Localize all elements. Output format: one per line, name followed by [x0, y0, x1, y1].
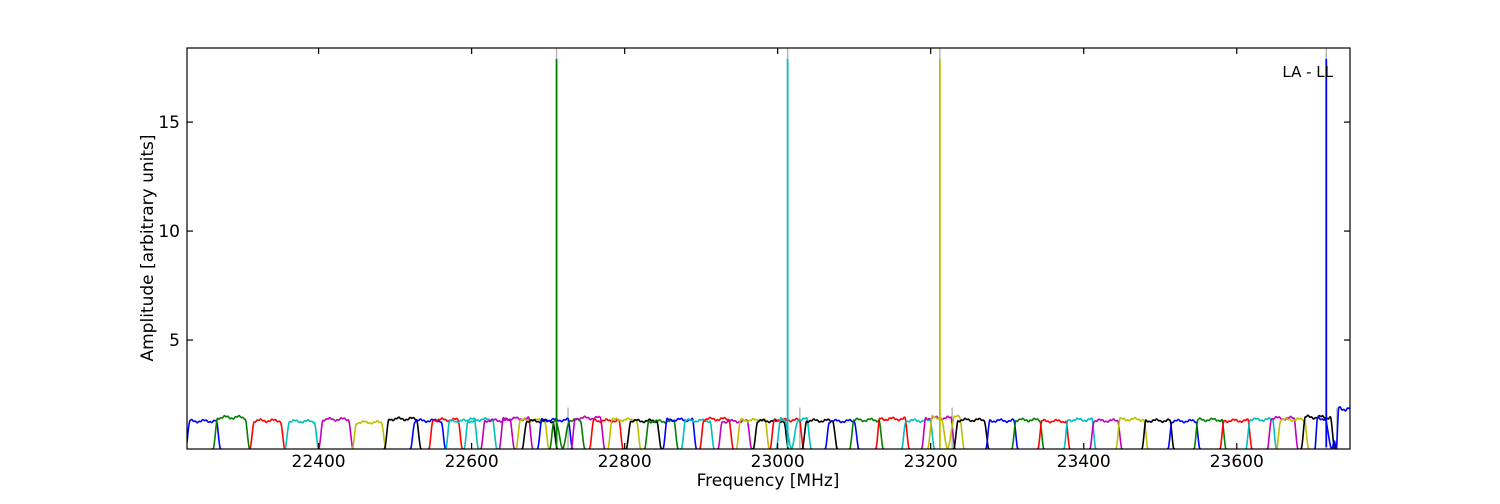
bandpass-curve — [952, 417, 990, 449]
bandpass-curve — [985, 418, 1019, 449]
bandpass-curve — [1011, 417, 1045, 449]
x-tick-label: 23000 — [751, 452, 805, 472]
bandpass-curve — [625, 418, 663, 449]
bandpass-curve — [187, 418, 222, 449]
x-tick-label: 23400 — [1057, 452, 1111, 472]
y-tick-label: 5 — [169, 331, 180, 351]
bandpass-curve — [735, 417, 771, 449]
bandpass-curve — [680, 418, 715, 449]
bandpass-curve — [588, 418, 624, 449]
bandpass-curve — [351, 420, 387, 449]
x-axis-label: Frequency [MHz] — [697, 471, 840, 491]
bandpass-curve — [717, 418, 753, 449]
bandpass-curve — [1275, 417, 1310, 449]
bandpass-curve — [383, 416, 422, 449]
bandpass-curve — [1167, 418, 1201, 449]
bandpass-curve — [1037, 418, 1071, 449]
bandpass-curves — [187, 406, 1350, 449]
bandpass-curve — [521, 418, 559, 449]
bandpass-curve — [1219, 418, 1253, 449]
plot-border — [186, 47, 1351, 450]
bandpass-curve — [848, 417, 885, 449]
bandpass-curve — [752, 418, 790, 449]
bandpass-curve — [920, 415, 956, 449]
tick-labels: 22400 22600 22800 23000 23200 23400 23600 5 10 15 — [158, 113, 1263, 472]
bandpass-curve — [874, 416, 911, 449]
plot-annotation: LA - LL — [1282, 63, 1333, 81]
x-tick-label: 23200 — [904, 452, 958, 472]
bandpass-curve — [1335, 406, 1350, 449]
y-tick-label: 10 — [158, 222, 180, 242]
bandpass-curve — [480, 417, 516, 449]
bandpass-curve — [643, 418, 680, 449]
bandpass-curve — [1193, 417, 1227, 449]
bandpass-curve — [900, 418, 936, 449]
bandpass-curve — [662, 417, 698, 449]
x-tick-label: 22800 — [598, 452, 652, 472]
bandpass-curve — [212, 414, 251, 449]
x-tick-label: 23600 — [1210, 452, 1264, 472]
bandpass-curve — [698, 416, 735, 449]
bandpass-curve — [926, 414, 966, 449]
bandpass-curve — [570, 415, 606, 449]
reference-marker-lines — [555, 48, 1338, 449]
x-tick-label: 22400 — [292, 452, 346, 472]
axes-frame — [186, 47, 1351, 450]
spike-lines — [555, 58, 1328, 448]
bandpass-curve — [1115, 416, 1149, 449]
bandpass-curve — [248, 418, 286, 449]
x-tick-label: 22600 — [445, 452, 499, 472]
bandpass-curve — [498, 416, 534, 449]
bandpass-curve — [409, 418, 447, 449]
bandpass-curve — [1063, 417, 1097, 449]
bandpass-curve — [775, 416, 813, 449]
bandpass-curve — [317, 416, 354, 449]
bandpass-curve — [536, 417, 574, 449]
bandpass-curve — [1141, 418, 1175, 449]
bandpass-curve — [444, 418, 480, 449]
y-axis-label: Amplitude [arbitrary units] — [138, 134, 158, 361]
y-tick-label: 15 — [158, 113, 180, 133]
bandpass-curve — [1089, 418, 1123, 449]
bandpass-curve — [427, 417, 464, 449]
bandpass-curve — [284, 418, 320, 449]
